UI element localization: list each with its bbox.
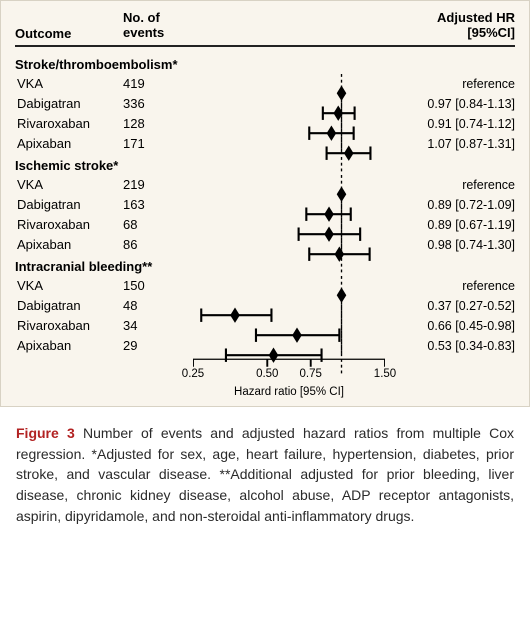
forest-glyph xyxy=(193,134,385,172)
forest-glyph xyxy=(193,235,385,273)
row-events: 150 xyxy=(123,278,193,293)
row-plot xyxy=(193,215,385,235)
row-label: Dabigatran xyxy=(15,96,123,111)
axis-label: Hazard ratio [95% CI] xyxy=(193,382,385,398)
table-row: Rivaroxaban68 0.89 [0.67-1.19] xyxy=(15,215,515,235)
row-label: Rivaroxaban xyxy=(15,116,123,131)
row-events: 128 xyxy=(123,116,193,131)
row-label: Dabigatran xyxy=(15,197,123,212)
table-row: VKA150 reference xyxy=(15,276,515,296)
forest-plot-panel: Outcome No. of events Adjusted HR [95%CI… xyxy=(0,0,530,407)
table-row: Apixaban86 0.98 [0.74-1.30] xyxy=(15,235,515,255)
row-hr: 0.37 [0.27-0.52] xyxy=(385,299,515,313)
table-row: Apixaban29 0.53 [0.34-0.83] xyxy=(15,336,515,356)
forest-body: Stroke/thromboembolism*VKA419referenceDa… xyxy=(15,53,515,356)
row-events: 336 xyxy=(123,96,193,111)
row-plot xyxy=(193,114,385,134)
table-row: VKA219 reference xyxy=(15,175,515,195)
row-plot xyxy=(193,336,385,356)
header-hr: Adjusted HR [95%CI] xyxy=(385,11,515,41)
table-row: Apixaban171 1.07 [0.87-1.31] xyxy=(15,134,515,154)
header-hr-l1: Adjusted HR xyxy=(385,11,515,26)
row-plot xyxy=(193,74,385,94)
forest-rows-wrap: Stroke/thromboembolism*VKA419referenceDa… xyxy=(15,53,515,356)
row-hr: 0.53 [0.34-0.83] xyxy=(385,339,515,353)
row-label: Apixaban xyxy=(15,136,123,151)
row-label: Dabigatran xyxy=(15,298,123,313)
row-hr: 0.98 [0.74-1.30] xyxy=(385,238,515,252)
header-hr-l2: [95%CI] xyxy=(385,26,515,41)
row-hr: 1.07 [0.87-1.31] xyxy=(385,137,515,151)
row-label: VKA xyxy=(15,76,123,91)
row-hr: 0.66 [0.45-0.98] xyxy=(385,319,515,333)
row-plot xyxy=(193,276,385,296)
row-events: 163 xyxy=(123,197,193,212)
row-events: 68 xyxy=(123,217,193,232)
row-hr: 0.97 [0.84-1.13] xyxy=(385,97,515,111)
row-plot xyxy=(193,316,385,336)
caption-text: Number of events and adjusted hazard rat… xyxy=(16,425,514,524)
row-hr: 0.89 [0.72-1.09] xyxy=(385,198,515,212)
row-plot xyxy=(193,296,385,316)
header-events: No. of events xyxy=(123,11,193,41)
header-outcome: Outcome xyxy=(15,11,123,41)
table-row: Dabigatran163 0.89 [0.72-1.09] xyxy=(15,195,515,215)
row-events: 34 xyxy=(123,318,193,333)
table-row: VKA419 reference xyxy=(15,74,515,94)
row-hr: reference xyxy=(385,178,515,192)
table-row: Dabigatran48 0.37 [0.27-0.52] xyxy=(15,296,515,316)
row-events: 29 xyxy=(123,338,193,353)
section-title: Stroke/thromboembolism* xyxy=(15,53,515,74)
header-events-l1: No. of xyxy=(123,11,193,26)
row-hr: 0.89 [0.67-1.19] xyxy=(385,218,515,232)
row-events: 419 xyxy=(123,76,193,91)
row-label: Apixaban xyxy=(15,237,123,252)
axis-tick-labels: 0.250.500.751.50 xyxy=(193,368,385,382)
row-hr: 0.91 [0.74-1.12] xyxy=(385,117,515,131)
row-label: Apixaban xyxy=(15,338,123,353)
row-events: 219 xyxy=(123,177,193,192)
figure-caption: Figure 3 Number of events and adjusted h… xyxy=(0,407,530,541)
table-row: Rivaroxaban128 0.91 [0.74-1.12] xyxy=(15,114,515,134)
table-row: Dabigatran336 0.97 [0.84-1.13] xyxy=(15,94,515,114)
row-label: Rivaroxaban xyxy=(15,318,123,333)
header-outcome-text: Outcome xyxy=(15,26,71,41)
row-plot xyxy=(193,195,385,215)
row-plot xyxy=(193,94,385,114)
header-events-l2: events xyxy=(123,26,193,41)
figure-label: Figure 3 xyxy=(16,425,75,441)
header-plot-spacer xyxy=(193,11,385,41)
row-hr: reference xyxy=(385,77,515,91)
table-header: Outcome No. of events Adjusted HR [95%CI… xyxy=(15,11,515,47)
row-plot xyxy=(193,175,385,195)
row-label: VKA xyxy=(15,278,123,293)
row-events: 171 xyxy=(123,136,193,151)
row-label: Rivaroxaban xyxy=(15,217,123,232)
table-row: Rivaroxaban34 0.66 [0.45-0.98] xyxy=(15,316,515,336)
row-plot xyxy=(193,134,385,154)
row-hr: reference xyxy=(385,279,515,293)
row-label: VKA xyxy=(15,177,123,192)
row-events: 48 xyxy=(123,298,193,313)
row-events: 86 xyxy=(123,237,193,252)
row-plot xyxy=(193,235,385,255)
